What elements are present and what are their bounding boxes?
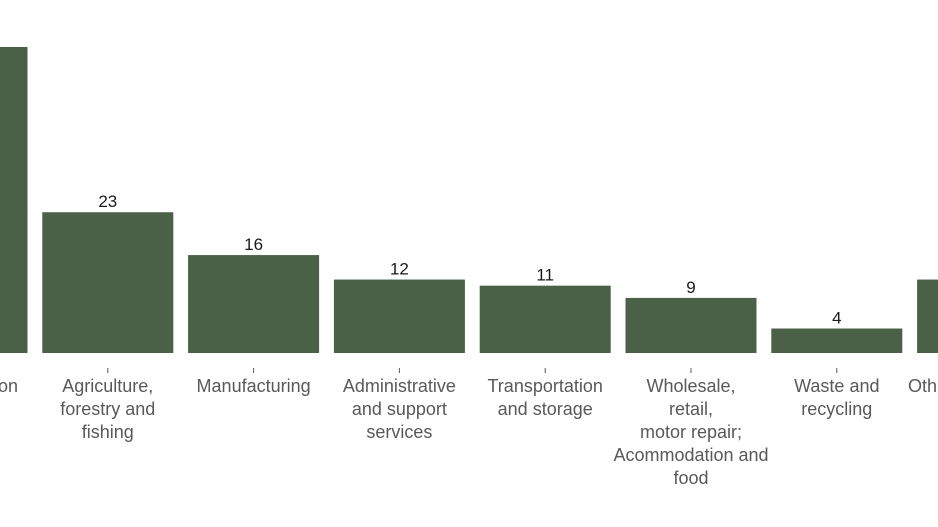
bar-4 (479, 285, 611, 353)
value-labels-group: 23 16 12 11 9 4 (98, 192, 841, 327)
bars-group (0, 47, 938, 353)
bar-2 (188, 255, 320, 353)
bar-0 (0, 47, 28, 353)
category-label-5: Wholesale, retail, motor repair; Acommodati… (613, 376, 768, 488)
category-label-1: Agriculture, forestry and fishing (60, 376, 155, 442)
category-label-6: Waste and recycling (794, 376, 879, 419)
category-label-2: Manufacturing (197, 376, 311, 396)
category-label-7: Oth (908, 376, 937, 396)
bar-7 (917, 279, 938, 353)
category-labels-group: on Agriculture, forestry and fishing Manufac… (0, 376, 937, 488)
bar-value-label-5: 9 (686, 278, 695, 297)
bar-value-label-4: 11 (536, 266, 554, 285)
bar-value-label-6: 4 (832, 309, 841, 328)
bar-value-label-2: 16 (244, 235, 263, 254)
bar-value-label-1: 23 (98, 192, 117, 211)
bar-1 (42, 212, 174, 353)
tick-marks-group (107, 368, 838, 373)
bar-value-label-3: 12 (390, 260, 409, 279)
category-label-4: Transportation and storage (487, 376, 602, 419)
category-label-3: Administrative and support services (343, 376, 456, 442)
bar-6 (771, 328, 903, 353)
bar-3 (333, 279, 465, 353)
category-label-0: on (0, 376, 18, 396)
bar-5 (625, 297, 757, 353)
